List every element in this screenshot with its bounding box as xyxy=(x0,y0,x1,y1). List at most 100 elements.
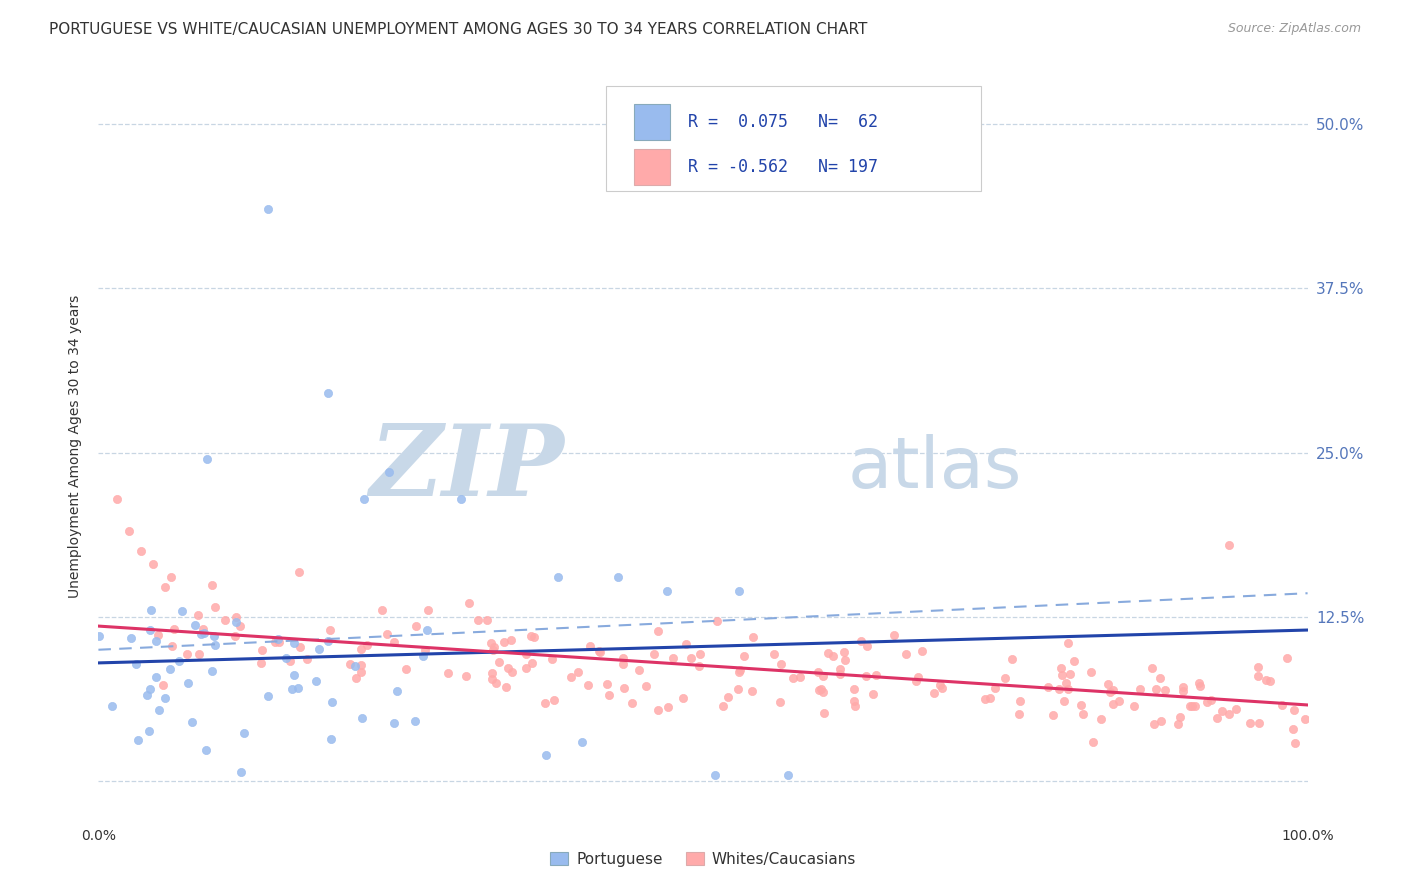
Point xyxy=(1211,705,1233,719)
Point xyxy=(1225,702,1247,716)
Point xyxy=(202,628,225,642)
Point xyxy=(280,654,302,668)
Point xyxy=(1056,682,1078,697)
Point xyxy=(541,652,564,666)
Point xyxy=(224,629,246,643)
Point xyxy=(356,639,378,653)
FancyBboxPatch shape xyxy=(634,103,671,139)
Point xyxy=(1282,722,1305,736)
Point xyxy=(145,633,167,648)
Point xyxy=(834,653,856,667)
Point xyxy=(232,725,254,739)
Point xyxy=(1195,695,1218,709)
Point xyxy=(160,570,183,584)
Point xyxy=(543,693,565,707)
Point xyxy=(1254,673,1277,687)
Point xyxy=(984,681,1007,695)
Point xyxy=(195,452,218,467)
Point xyxy=(907,670,929,684)
Point xyxy=(1275,651,1298,665)
Point xyxy=(193,623,215,637)
Point xyxy=(856,639,879,653)
Point xyxy=(225,610,247,624)
Point xyxy=(1128,681,1150,696)
Point xyxy=(849,634,872,648)
Point xyxy=(679,650,702,665)
Point xyxy=(1063,654,1085,668)
Point xyxy=(457,596,479,610)
Point xyxy=(139,681,162,696)
Point xyxy=(1098,684,1121,698)
Point xyxy=(571,735,593,749)
Point xyxy=(283,636,305,650)
Point xyxy=(728,583,751,598)
Point xyxy=(1143,716,1166,731)
Point xyxy=(598,689,620,703)
Point xyxy=(810,682,832,697)
Point xyxy=(567,665,589,680)
Point xyxy=(269,634,291,648)
Point xyxy=(413,643,436,657)
Point xyxy=(832,645,855,659)
Point xyxy=(339,657,361,671)
Point xyxy=(647,624,669,638)
Point xyxy=(596,677,619,691)
Point xyxy=(281,682,304,697)
Point xyxy=(1150,714,1173,729)
Point xyxy=(828,667,851,681)
Point xyxy=(384,635,406,649)
Point xyxy=(201,664,224,678)
Point xyxy=(105,491,128,506)
Point xyxy=(87,629,110,643)
Point xyxy=(142,558,165,572)
Point xyxy=(520,629,543,643)
Point xyxy=(1054,675,1077,690)
Point xyxy=(1097,677,1119,691)
Point xyxy=(896,648,918,662)
Point xyxy=(177,676,200,690)
Point xyxy=(225,615,247,629)
Point xyxy=(1108,694,1130,708)
Point xyxy=(842,682,865,697)
Point xyxy=(612,657,634,672)
Point xyxy=(1167,716,1189,731)
Point xyxy=(520,656,543,670)
Point xyxy=(375,627,398,641)
Point xyxy=(1070,698,1092,712)
Point xyxy=(118,524,141,539)
Point xyxy=(776,767,799,781)
Text: R =  0.075   N=  62: R = 0.075 N= 62 xyxy=(689,112,879,130)
Point xyxy=(689,647,711,661)
Point xyxy=(1282,703,1305,717)
Point xyxy=(578,677,600,691)
Point xyxy=(412,648,434,663)
Point xyxy=(308,641,330,656)
Point xyxy=(162,639,184,653)
Point xyxy=(316,386,339,401)
Point xyxy=(817,646,839,660)
Point xyxy=(922,686,945,700)
Point xyxy=(1218,538,1240,552)
Point xyxy=(717,690,740,704)
Point xyxy=(770,657,793,671)
Point xyxy=(973,692,995,706)
Point xyxy=(844,699,866,714)
Point xyxy=(842,694,865,708)
Point xyxy=(125,657,148,671)
Point xyxy=(170,604,193,618)
Point xyxy=(404,714,426,728)
Point xyxy=(1205,711,1227,725)
Point xyxy=(1053,694,1076,708)
Point xyxy=(416,623,439,637)
Point xyxy=(316,633,339,648)
Point xyxy=(1284,736,1306,750)
Point xyxy=(405,619,427,633)
Point xyxy=(377,465,399,479)
Point xyxy=(1218,707,1240,722)
Point xyxy=(193,626,215,640)
Point xyxy=(1246,659,1268,673)
Point xyxy=(928,678,950,692)
Legend: Portuguese, Whites/Caucasians: Portuguese, Whites/Caucasians xyxy=(544,846,862,873)
Point xyxy=(808,682,831,697)
Text: PORTUGUESE VS WHITE/CAUCASIAN UNEMPLOYMENT AMONG AGES 30 TO 34 YEARS CORRELATION: PORTUGUESE VS WHITE/CAUCASIAN UNEMPLOYME… xyxy=(49,22,868,37)
